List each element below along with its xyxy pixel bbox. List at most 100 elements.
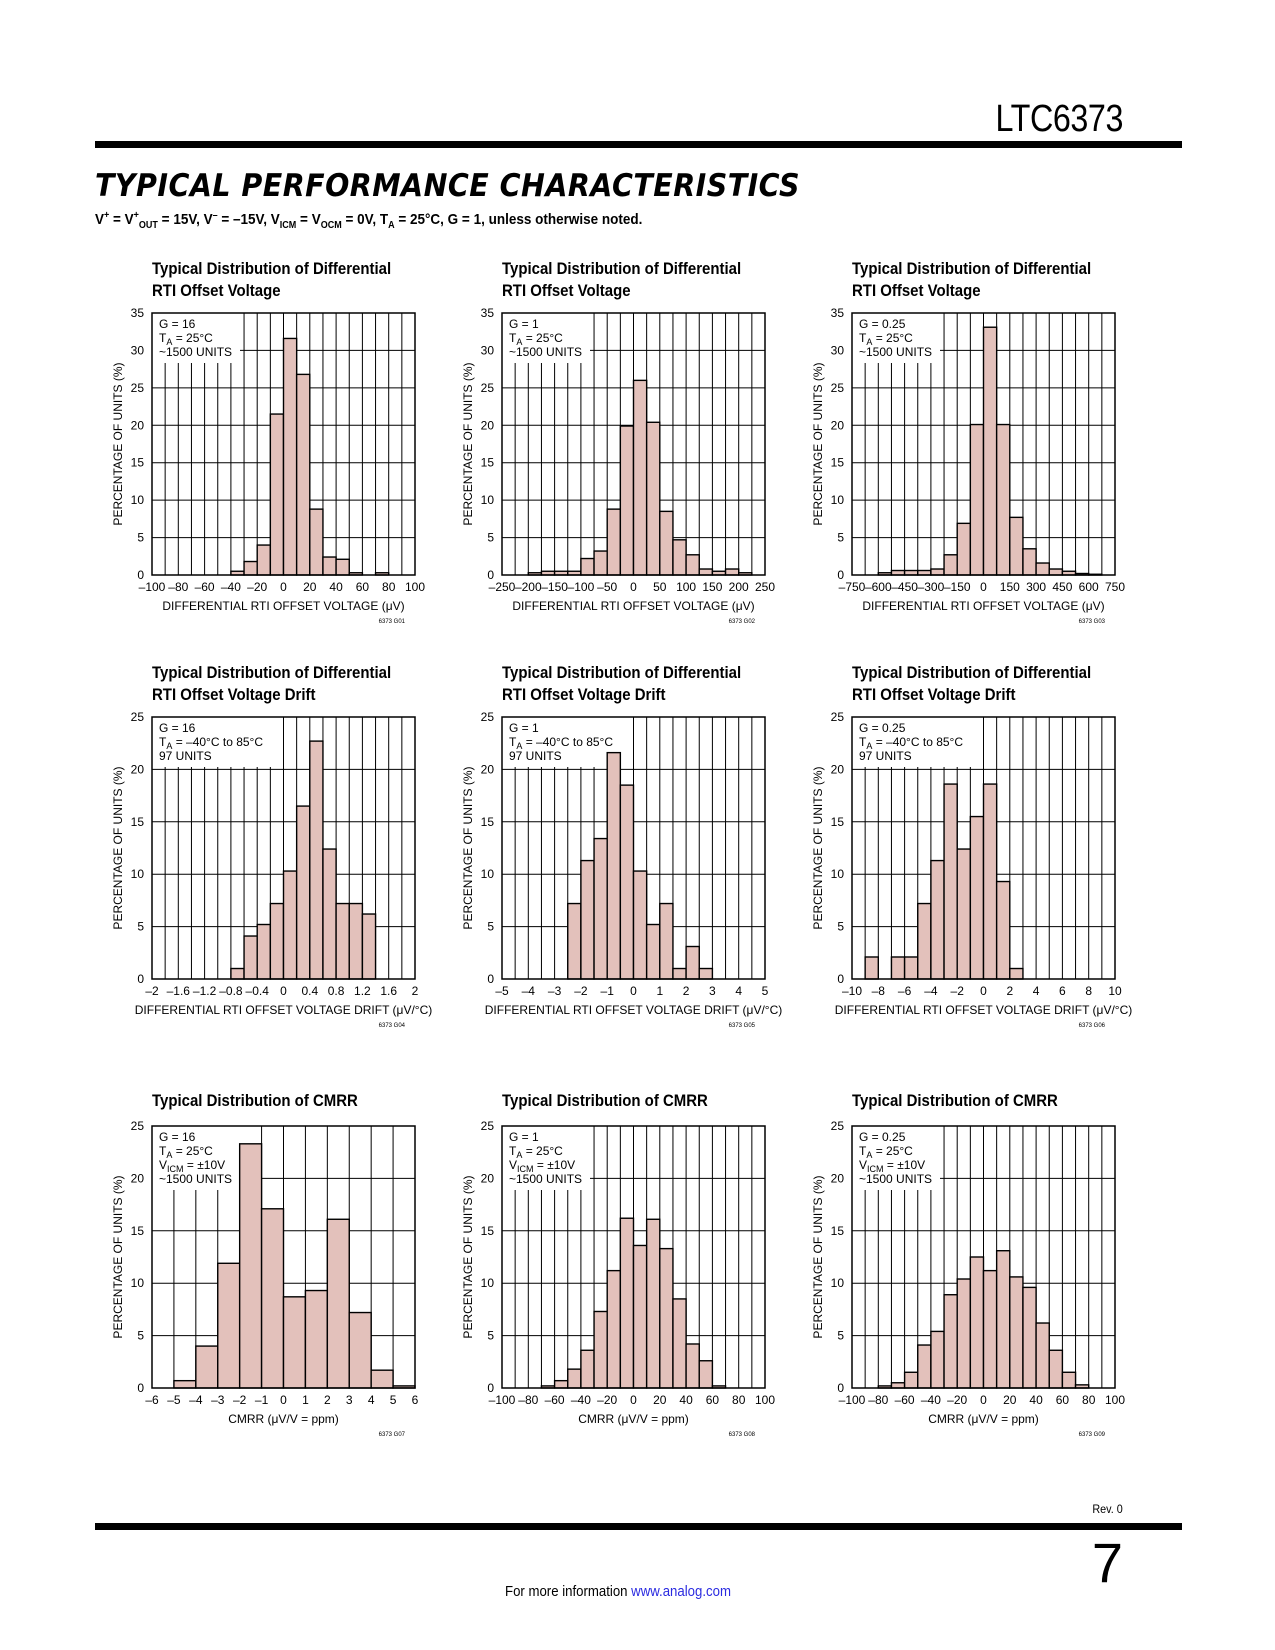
y-tick-label: 0 [137,1381,144,1395]
y-tick-label: 5 [137,920,144,934]
histogram-bar [269,413,285,576]
y-tick-label: 20 [831,762,845,776]
x-tick-label: –4 [189,1393,203,1407]
x-tick-label: –40 [571,1393,591,1407]
y-tick-label: 5 [487,920,494,934]
chart-g03: Typical Distribution of Differential RTI … [800,258,1150,648]
histogram-bar [982,326,998,576]
x-tick-label: 6 [412,1393,419,1407]
histogram-bar [672,539,687,576]
analog-website-link[interactable]: www.analog.com [631,1583,731,1600]
y-tick-label: 25 [831,1119,845,1133]
y-tick-label: 5 [837,920,844,934]
y-tick-label: 30 [831,343,845,357]
histogram-bar [1061,1371,1077,1389]
x-tick-label: 0 [280,984,287,998]
histogram-bar [309,740,324,980]
y-axis-label: PERCENTAGE OF UNITS (%) [111,362,125,525]
legend-line: ~1500 UNITS [859,1172,932,1186]
x-tick-label: 3 [709,984,716,998]
histogram-bar [995,880,1011,980]
legend-line: ~1500 UNITS [509,345,582,359]
histogram-bar [969,815,985,980]
x-tick-label: 2 [1006,984,1013,998]
histogram-bar [969,1256,985,1389]
figure-code: 6373 G04 [379,1023,406,1029]
chart-title: Typical Distribution of CMRR [852,1090,1058,1112]
y-tick-label: 15 [131,456,145,470]
histogram-bar [593,550,608,576]
x-tick-label: 5 [390,1393,397,1407]
histogram-bar [645,1218,661,1389]
legend-line: ~1500 UNITS [159,1172,232,1186]
y-tick-label: 20 [131,1171,145,1185]
x-axis-label: DIFFERENTIAL RTI OFFSET VOLTAGE DRIFT (μ… [135,1003,433,1017]
histogram-bar [322,556,337,576]
x-tick-label: –5 [495,984,509,998]
legend-line: G = 1 [509,721,539,735]
x-tick-label: –450 [891,580,918,594]
legend-line: TA = 25°C [859,1144,913,1160]
y-tick-label: 35 [831,306,845,320]
histogram-bar [1009,1276,1024,1389]
x-tick-label: –80 [868,1393,888,1407]
chart-g04: Typical Distribution of Differential RTI … [100,662,450,1052]
chart-title-line: Typical Distribution of Differential [502,259,742,278]
histogram-bar [269,902,285,980]
figure-code: 6373 G01 [379,619,406,625]
legend-line: TA = –40°C to 85°C [159,735,263,751]
y-tick-label: 0 [487,568,494,582]
x-tick-label: 0 [630,1393,637,1407]
legend-line: ~1500 UNITS [859,345,932,359]
histogram-bar [890,956,906,980]
x-tick-label: 0 [630,984,637,998]
y-tick-label: 10 [831,1276,845,1290]
y-tick-label: 10 [481,493,495,507]
x-tick-label: –2 [145,984,159,998]
x-tick-label: –750 [839,580,866,594]
legend-line: TA = 25°C [859,331,913,347]
chart-title: Typical Distribution of Differential RTI … [152,258,391,302]
histogram-bar [956,522,972,576]
chart-title-line: Typical Distribution of Differential [852,259,1092,278]
histogram-bar [619,1217,635,1389]
page-number: 7 [1091,1531,1123,1594]
histogram-bar [282,337,298,576]
x-tick-label: 4 [368,1393,375,1407]
x-tick-label: –200 [515,580,542,594]
bars [567,751,714,980]
x-tick-label: –600 [865,580,892,594]
y-tick-label: 10 [831,867,845,881]
histogram-bar [348,902,364,980]
chart-title-line: Typical Distribution of CMRR [502,1091,708,1110]
y-axis-label: PERCENTAGE OF UNITS (%) [461,766,475,929]
x-tick-label: –5 [167,1393,181,1407]
y-tick-label: 5 [837,531,844,545]
plot-frame [151,312,416,576]
x-tick-label: –250 [489,580,516,594]
legend-line: VICM = ±10V [509,1158,575,1174]
histogram-bar [982,1269,998,1389]
histogram-bar [282,870,298,980]
histogram-bar [260,1208,285,1389]
x-axis-label: DIFFERENTIAL RTI OFFSET VOLTAGE DRIFT (μ… [835,1003,1133,1017]
histogram-bar [645,421,661,576]
x-tick-label: 4 [1033,984,1040,998]
x-tick-label: –1 [601,984,615,998]
x-tick-label: 1 [656,984,663,998]
x-tick-label: –1.6 [167,984,191,998]
histogram-bar [230,967,245,980]
histogram-bar [304,1289,329,1389]
y-tick-label: 10 [131,867,145,881]
y-tick-label: 10 [481,1276,495,1290]
x-tick-label: –60 [195,580,215,594]
chart-title-line: RTI Offset Voltage Drift [852,685,1016,704]
histogram-bar [659,902,674,980]
x-tick-label: –300 [918,580,945,594]
legend-line: G = 16 [159,721,196,735]
y-tick-label: 25 [481,1119,495,1133]
x-tick-label: 100 [1105,1393,1125,1407]
x-tick-label: –50 [597,580,617,594]
